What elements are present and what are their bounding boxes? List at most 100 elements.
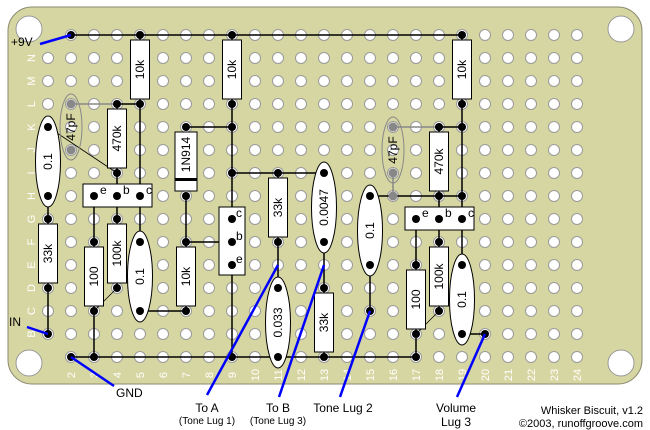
hole [249,121,261,133]
hole [65,75,77,87]
hole [65,52,77,64]
hole [272,144,284,156]
hole [364,167,376,179]
resistor-value: 33k [317,312,331,332]
column-label: 13 [319,369,331,381]
resistor [222,39,242,100]
hole [65,236,77,248]
hole [295,144,307,156]
hole [502,144,514,156]
hole [88,167,100,179]
hole [203,167,215,179]
transistor-pin-label: c [236,206,242,220]
hole [65,259,77,271]
hole [571,259,583,271]
solder-point [274,169,282,177]
resistor [107,108,127,169]
transistor-pin-label: b [236,229,243,243]
resistor [268,177,288,238]
solder-point [66,99,76,109]
hole [387,144,399,156]
to-b-note: (Tone Lug 3) [250,416,306,427]
column-label: 8 [204,372,216,378]
solder-point [435,307,443,315]
hole [157,328,169,340]
column-label: 5 [135,372,147,378]
volume-lug-3-wire [455,333,487,398]
hole [341,190,353,202]
hole [525,121,537,133]
capacitor [265,276,291,369]
input-label: IN [9,315,21,329]
hole [571,190,583,202]
column-label: 3 [89,372,101,378]
hole [88,144,100,156]
hole [571,305,583,317]
hole [525,144,537,156]
row-label: J [26,147,38,153]
tone-lug-2-label: Tone Lug 2 [313,401,373,415]
hole [479,259,491,271]
hole [341,305,353,317]
row-label: L [26,101,38,107]
hole [203,98,215,110]
row-label: I [26,171,38,174]
hole [65,305,77,317]
hole [157,167,169,179]
diode-label: 1N914 [179,137,193,173]
hole [88,52,100,64]
hole [387,52,399,64]
hole [525,167,537,179]
hole [479,213,491,225]
diode-band [175,178,197,181]
hole [364,75,376,87]
hole [249,282,261,294]
hole [65,328,77,340]
column-label: 16 [388,369,400,381]
solder-point [182,238,190,246]
solder-point [44,123,52,131]
solder-point [274,238,282,246]
hole [272,52,284,64]
solder-point [412,330,420,338]
column-label: 23 [549,369,561,381]
resistor [406,269,426,330]
hole [548,282,560,294]
resistor [176,246,196,307]
hole [502,259,514,271]
capacitor [127,230,153,323]
resistor-value: 10k [455,59,469,79]
hole [180,75,192,87]
capacitor-value: 0.033 [271,307,285,337]
hole [364,98,376,110]
hole [341,167,353,179]
hole [479,29,491,41]
hole [571,29,583,41]
hole [387,213,399,225]
column-label: 6 [158,372,170,378]
hole [502,52,514,64]
hole [203,213,215,225]
transistor-pin-label: b [123,183,130,197]
solder-point [458,215,466,223]
hole [387,282,399,294]
solder-point [458,330,466,338]
hole [525,236,537,248]
hole [387,259,399,271]
resistor-value: 470k [110,124,124,151]
row-label: C [26,307,38,315]
hole [502,121,514,133]
ground-label: GND [116,386,143,400]
hole [272,75,284,87]
solder-point [388,168,398,178]
solder-point [366,261,374,269]
hole [157,213,169,225]
hole [180,52,192,64]
solder-point [113,100,121,108]
solder-point [228,100,236,108]
hole [295,236,307,248]
column-label: 9 [227,372,239,378]
hole [548,167,560,179]
to-a-note: (Tone Lug 1) [179,416,235,427]
column-label: 21 [503,369,515,381]
